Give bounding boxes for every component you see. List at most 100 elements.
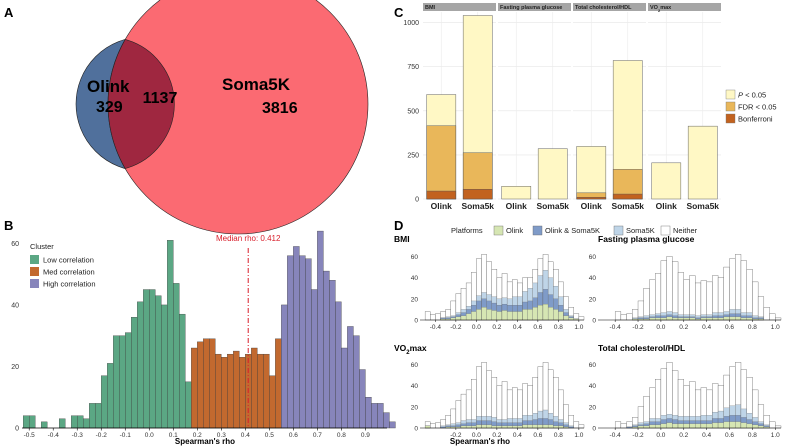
stacked-bar-segment	[576, 146, 607, 200]
d-bar-olink	[706, 423, 713, 429]
d-x-tick-label: 0.2	[679, 324, 688, 331]
d-x-tick-label: 0.8	[554, 324, 563, 331]
d-bar-neither	[700, 280, 707, 321]
venn-olink-count: 329	[96, 99, 123, 116]
legend-swatch-olink	[493, 225, 504, 236]
d-bar-olink	[729, 316, 736, 321]
d-x-tick-label: -0.2	[450, 324, 462, 331]
d-bar-neither	[757, 296, 765, 321]
venn-soma-count: 3816	[262, 100, 298, 117]
d-bar-olink	[517, 311, 523, 321]
panel-a: A Olink 329 1137 Soma5K 3816	[4, 0, 369, 235]
d-bar-olink	[740, 422, 747, 429]
histogram-bar	[239, 357, 246, 429]
d-bar-neither	[746, 269, 753, 321]
d-bar-olink	[717, 317, 724, 321]
d-bar-olink	[689, 317, 696, 321]
histogram-bar	[137, 301, 144, 429]
d-x-tick-label: -0.4	[610, 432, 622, 439]
b-x-tick-label: -0.4	[48, 432, 60, 439]
legend-label-low: Low correlation	[43, 256, 94, 265]
d-legend: Platforms Olink Olink & Soma5K Soma5K Ne…	[451, 225, 698, 236]
d-bar-olink	[512, 425, 518, 429]
d-y-tick-label: 60	[589, 254, 597, 261]
d-bar-olink	[466, 425, 472, 429]
d-bar-olink	[649, 424, 656, 429]
d-x-tick-label: 0.2	[679, 432, 688, 439]
d-legend-title: Platforms	[451, 226, 483, 235]
d-bar-olink	[637, 425, 644, 429]
legend-label-neither: Neither	[673, 226, 698, 235]
d-bar-neither	[655, 273, 662, 321]
d-bar-olink	[522, 424, 528, 429]
d-bar-olink	[677, 317, 684, 321]
d-bar-olink	[706, 317, 713, 321]
histogram-bar	[341, 347, 348, 429]
histogram-bar	[41, 421, 48, 429]
c-y-ticks: 0 250 500 750 1000	[403, 20, 419, 203]
d-bar-neither	[683, 279, 690, 321]
b-x-tick-label: 0.9	[361, 432, 370, 439]
d-y-tick-label: 20	[411, 296, 419, 303]
legend-swatch-high	[30, 279, 39, 288]
d-bar-olink	[507, 425, 513, 429]
d-bar-neither	[435, 422, 441, 429]
b-x-tick-label: 0.7	[313, 432, 322, 439]
histogram-bar	[191, 347, 198, 429]
d-bar-neither	[620, 314, 627, 321]
legend-label-olink: Olink	[506, 226, 523, 235]
histogram-bar	[149, 289, 156, 429]
histogram-bar	[77, 415, 84, 429]
d-bar-neither	[626, 313, 633, 321]
d-x-tick-label: 0.6	[533, 432, 542, 439]
d-x-tick-label: 0.0	[656, 324, 665, 331]
histogram-bar	[305, 258, 312, 429]
legend-label-soma: Soma5K	[626, 226, 655, 235]
histogram-bar	[311, 289, 318, 429]
b-x-tick-label: -0.5	[24, 432, 36, 439]
c-y-tick-label: 1000	[403, 20, 419, 27]
c-x-category-label: Soma5k	[686, 201, 719, 211]
histogram-bar	[101, 375, 108, 429]
d-bar-neither	[769, 313, 776, 321]
stacked-bar-segment	[687, 125, 718, 200]
c-x-category-label: Olink	[506, 201, 528, 211]
histogram-bar	[185, 381, 192, 429]
d-bar-olink	[491, 425, 497, 429]
d-x-tick-label: 0.2	[492, 432, 501, 439]
histogram-bar	[353, 335, 360, 429]
b-x-axis-title: Spearman's rho	[175, 437, 235, 446]
b-x-tick-label: 0.1	[169, 432, 178, 439]
d-bar-olink	[486, 424, 492, 429]
b-legend-title: Cluster	[30, 242, 54, 251]
d-facet: VO2max 0 20 40 60 -0.2 0.0 0.2 0.4 0.6 0.8 1.0	[394, 343, 585, 439]
d-bar-neither	[706, 281, 713, 321]
d-bar-olink	[537, 424, 544, 429]
histogram-bar	[89, 403, 96, 429]
d-bar-olink	[672, 423, 679, 429]
d-y-tick-label: 20	[589, 296, 597, 303]
d-y-tick-label: 60	[589, 362, 597, 369]
d-bar-olink	[476, 309, 482, 321]
d-x-tick-label: 0.8	[554, 432, 563, 439]
d-bar-neither	[424, 311, 431, 321]
d-facet: Fasting plasma glucose 0 20 40 60 -0.4 -0.2 0.0…	[589, 234, 782, 331]
d-y-tick-label: 20	[411, 404, 419, 411]
d-x-tick-label: -0.2	[632, 432, 644, 439]
facet-strip	[648, 3, 721, 11]
histogram-bar	[329, 280, 336, 429]
facet-strip-label: BMI	[425, 5, 436, 11]
panel-d: D Platforms Olink Olink & Soma5K Soma5K …	[394, 218, 782, 446]
d-bar-olink	[517, 425, 523, 429]
b-x-tick-label: 0.5	[265, 432, 274, 439]
panel-d-letter: D	[394, 218, 403, 233]
d-bar-olink	[527, 309, 533, 321]
histogram-bar	[215, 353, 222, 429]
panel-a-letter: A	[4, 5, 14, 20]
d-y-tick-label: 0	[414, 318, 418, 325]
d-bar-olink	[735, 316, 742, 321]
histogram-bar	[167, 240, 174, 429]
histogram-bar	[359, 369, 366, 429]
d-bar-olink	[460, 425, 467, 429]
d-bar-olink	[758, 425, 764, 429]
